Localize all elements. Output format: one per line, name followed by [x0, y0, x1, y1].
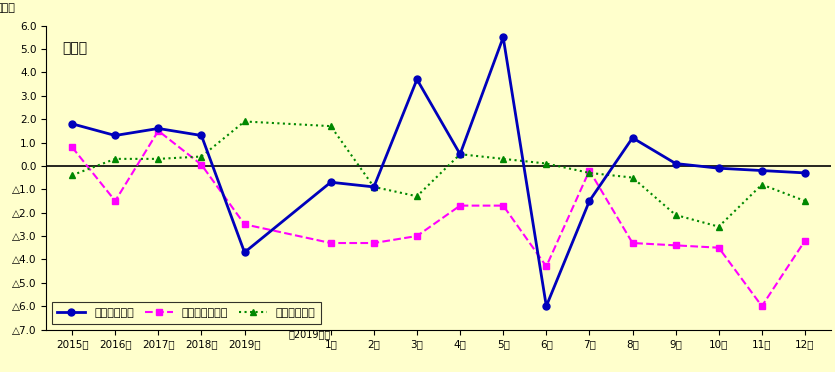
- 総実労働時間数: [196, 163, 206, 167]
- 総実労働時間数: [154, 129, 164, 133]
- 常用労働者数: [154, 157, 164, 161]
- 現金給与総額: [541, 304, 551, 308]
- 現金給与総額: [584, 199, 595, 203]
- 常用労働者数: [628, 175, 638, 180]
- 常用労働者数: [326, 124, 336, 128]
- 現金給与総額: [714, 166, 724, 170]
- 総実労働時間数: [67, 145, 77, 150]
- 現金給与総額: [154, 126, 164, 131]
- 現金給与総額: [326, 180, 336, 185]
- 常用労働者数: [110, 157, 120, 161]
- 総実労働時間数: [541, 264, 551, 269]
- Text: （％）: （％）: [0, 3, 15, 13]
- 現金給与総額: [757, 168, 767, 173]
- Text: （2019年）: （2019年）: [288, 330, 331, 340]
- 常用労働者数: [498, 157, 509, 161]
- 総実労働時間数: [671, 243, 681, 248]
- 常用労働者数: [584, 171, 595, 175]
- 総実労働時間数: [240, 222, 250, 227]
- 現金給与総額: [455, 152, 465, 156]
- 常用労働者数: [671, 213, 681, 217]
- 現金給与総額: [369, 185, 379, 189]
- 総実労働時間数: [369, 241, 379, 245]
- 常用労働者数: [67, 173, 77, 177]
- 総実労働時間数: [800, 238, 810, 243]
- Text: 製造業: 製造業: [62, 41, 87, 55]
- 総実労働時間数: [584, 168, 595, 173]
- 常用労働者数: [196, 154, 206, 159]
- 常用労働者数: [757, 182, 767, 187]
- 現金給与総額: [671, 161, 681, 166]
- Line: 総実労働時間数: 総実労働時間数: [68, 127, 808, 310]
- Line: 現金給与総額: 現金給与総額: [68, 34, 808, 310]
- 常用労働者数: [455, 152, 465, 156]
- 現金給与総額: [67, 122, 77, 126]
- 現金給与総額: [628, 136, 638, 140]
- 総実労働時間数: [757, 304, 767, 308]
- 常用労働者数: [541, 161, 551, 166]
- 総実労働時間数: [455, 203, 465, 208]
- 現金給与総額: [498, 35, 509, 39]
- 現金給与総額: [196, 133, 206, 138]
- 総実労働時間数: [714, 246, 724, 250]
- 現金給与総額: [110, 133, 120, 138]
- 総実労働時間数: [628, 241, 638, 245]
- 総実労働時間数: [110, 199, 120, 203]
- 常用労働者数: [714, 224, 724, 229]
- 現金給与総額: [800, 171, 810, 175]
- 常用労働者数: [369, 185, 379, 189]
- 常用労働者数: [240, 119, 250, 124]
- Line: 常用労働者数: 常用労働者数: [68, 118, 808, 230]
- 現金給与総額: [240, 250, 250, 254]
- Legend: 現金給与総額, 総実労働時間数, 常用労働者数: 現金給与総額, 総実労働時間数, 常用労働者数: [52, 302, 321, 324]
- 常用労働者数: [412, 194, 422, 199]
- 総実労働時間数: [326, 241, 336, 245]
- 常用労働者数: [800, 199, 810, 203]
- 総実労働時間数: [498, 203, 509, 208]
- 総実労働時間数: [412, 234, 422, 238]
- 現金給与総額: [412, 77, 422, 81]
